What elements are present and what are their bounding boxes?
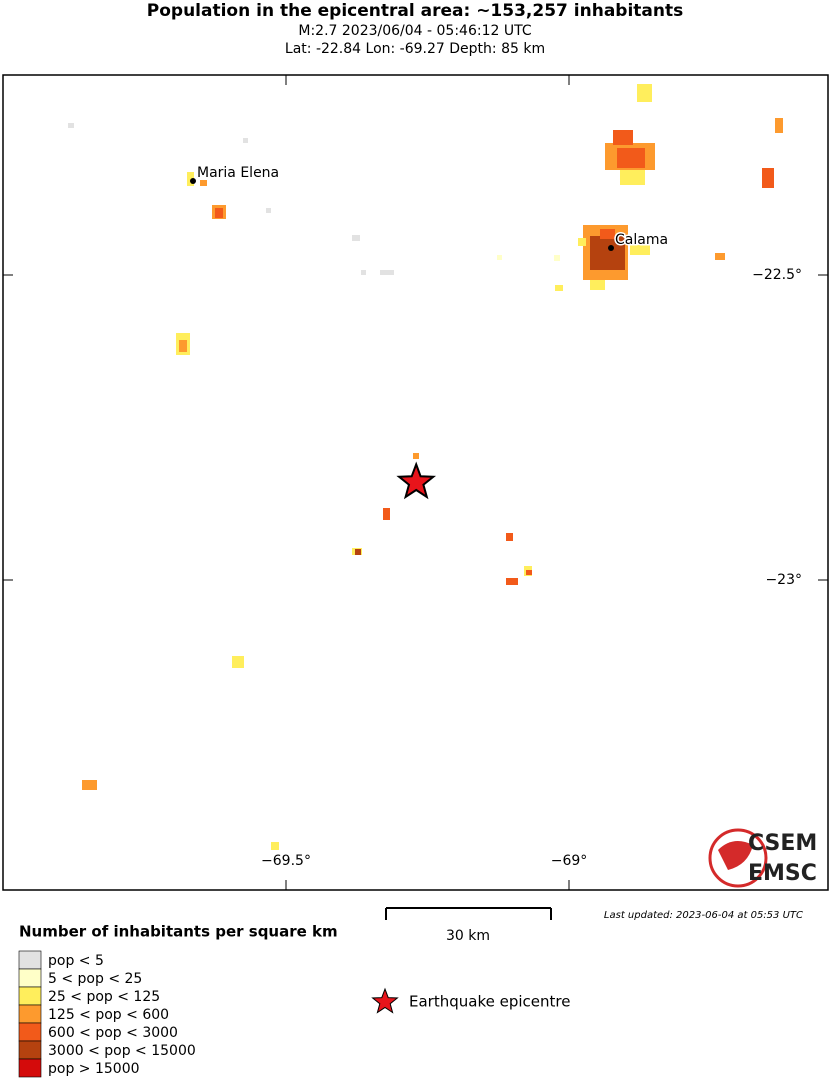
population-cell (578, 238, 586, 246)
logo-shape (718, 841, 753, 870)
logo-text: CSEM (748, 831, 817, 856)
legend-star (371, 987, 399, 1014)
population-cell (590, 236, 625, 270)
population-cell (355, 549, 361, 555)
population-cell (526, 570, 532, 575)
title: Population in the epicentral area: ~153,… (147, 1, 683, 21)
last-updated: Last updated: 2023-06-04 at 05:53 UTC (604, 910, 803, 921)
population-cell (266, 208, 271, 213)
population-cell (762, 168, 774, 188)
scale-label: 30 km (446, 928, 490, 944)
population-cell (617, 148, 645, 168)
legend-label: pop > 15000 (48, 1061, 140, 1077)
population-cell (352, 235, 360, 241)
city-label: Maria Elena (197, 165, 279, 181)
population-cell (555, 285, 563, 291)
population-cell (179, 340, 187, 352)
population-cell (497, 255, 502, 260)
population-cell (380, 270, 394, 275)
legend-swatch (18, 986, 42, 1006)
legend-swatch (18, 968, 42, 988)
population-cell (613, 130, 633, 145)
logo: CSEM EMSC (708, 828, 817, 888)
legend-swatch (18, 1040, 42, 1060)
population-cell (590, 280, 605, 290)
population-cell (506, 578, 518, 585)
logo-text: EMSC (748, 861, 817, 886)
population-cell (775, 118, 783, 133)
population-cell (68, 123, 74, 128)
population-cell (82, 780, 97, 790)
lon-label: −69.5° (261, 853, 311, 869)
legend-label: pop < 5 (48, 953, 104, 969)
population-cell (715, 253, 725, 260)
population-cell (232, 656, 244, 668)
population-cell (361, 270, 366, 275)
legend-label: 3000 < pop < 15000 (48, 1043, 196, 1059)
population-cell (383, 508, 390, 520)
legend-swatch (18, 950, 42, 970)
legend-swatch (18, 1004, 42, 1024)
city-dot (190, 178, 196, 184)
population-cell (554, 255, 560, 261)
legend-label: 5 < pop < 25 (48, 971, 142, 987)
population-cell (187, 172, 194, 186)
legend-label: 600 < pop < 3000 (48, 1025, 178, 1041)
population-cell (243, 138, 248, 143)
subtitle: Lat: -22.84 Lon: -69.27 Depth: 85 km (285, 41, 545, 57)
legend-swatch (18, 1022, 42, 1042)
legend-label: Earthquake epicentre (409, 993, 570, 1011)
legend-label: 125 < pop < 600 (48, 1007, 169, 1023)
population-cell (215, 208, 223, 218)
subtitle: M:2.7 2023/06/04 - 05:46:12 UTC (298, 23, 531, 39)
legend-title: Number of inhabitants per square km (19, 923, 338, 941)
map-frame (2, 74, 829, 891)
population-cell (271, 842, 279, 850)
population-cell (413, 453, 419, 459)
population-cell (506, 533, 513, 541)
population-cell (620, 170, 645, 185)
epicentre (396, 461, 437, 500)
lat-label: −22.5° (752, 267, 802, 283)
population-cell (637, 84, 652, 102)
population-cell (200, 180, 207, 186)
lon-label: −69° (551, 853, 588, 869)
legend-swatch (18, 1058, 42, 1078)
city-dot (608, 245, 614, 251)
population-cell (600, 229, 615, 239)
lat-label: −23° (765, 572, 802, 588)
city-label: Calama (615, 232, 668, 248)
legend-label: 25 < pop < 125 (48, 989, 160, 1005)
population-cell (630, 245, 650, 255)
